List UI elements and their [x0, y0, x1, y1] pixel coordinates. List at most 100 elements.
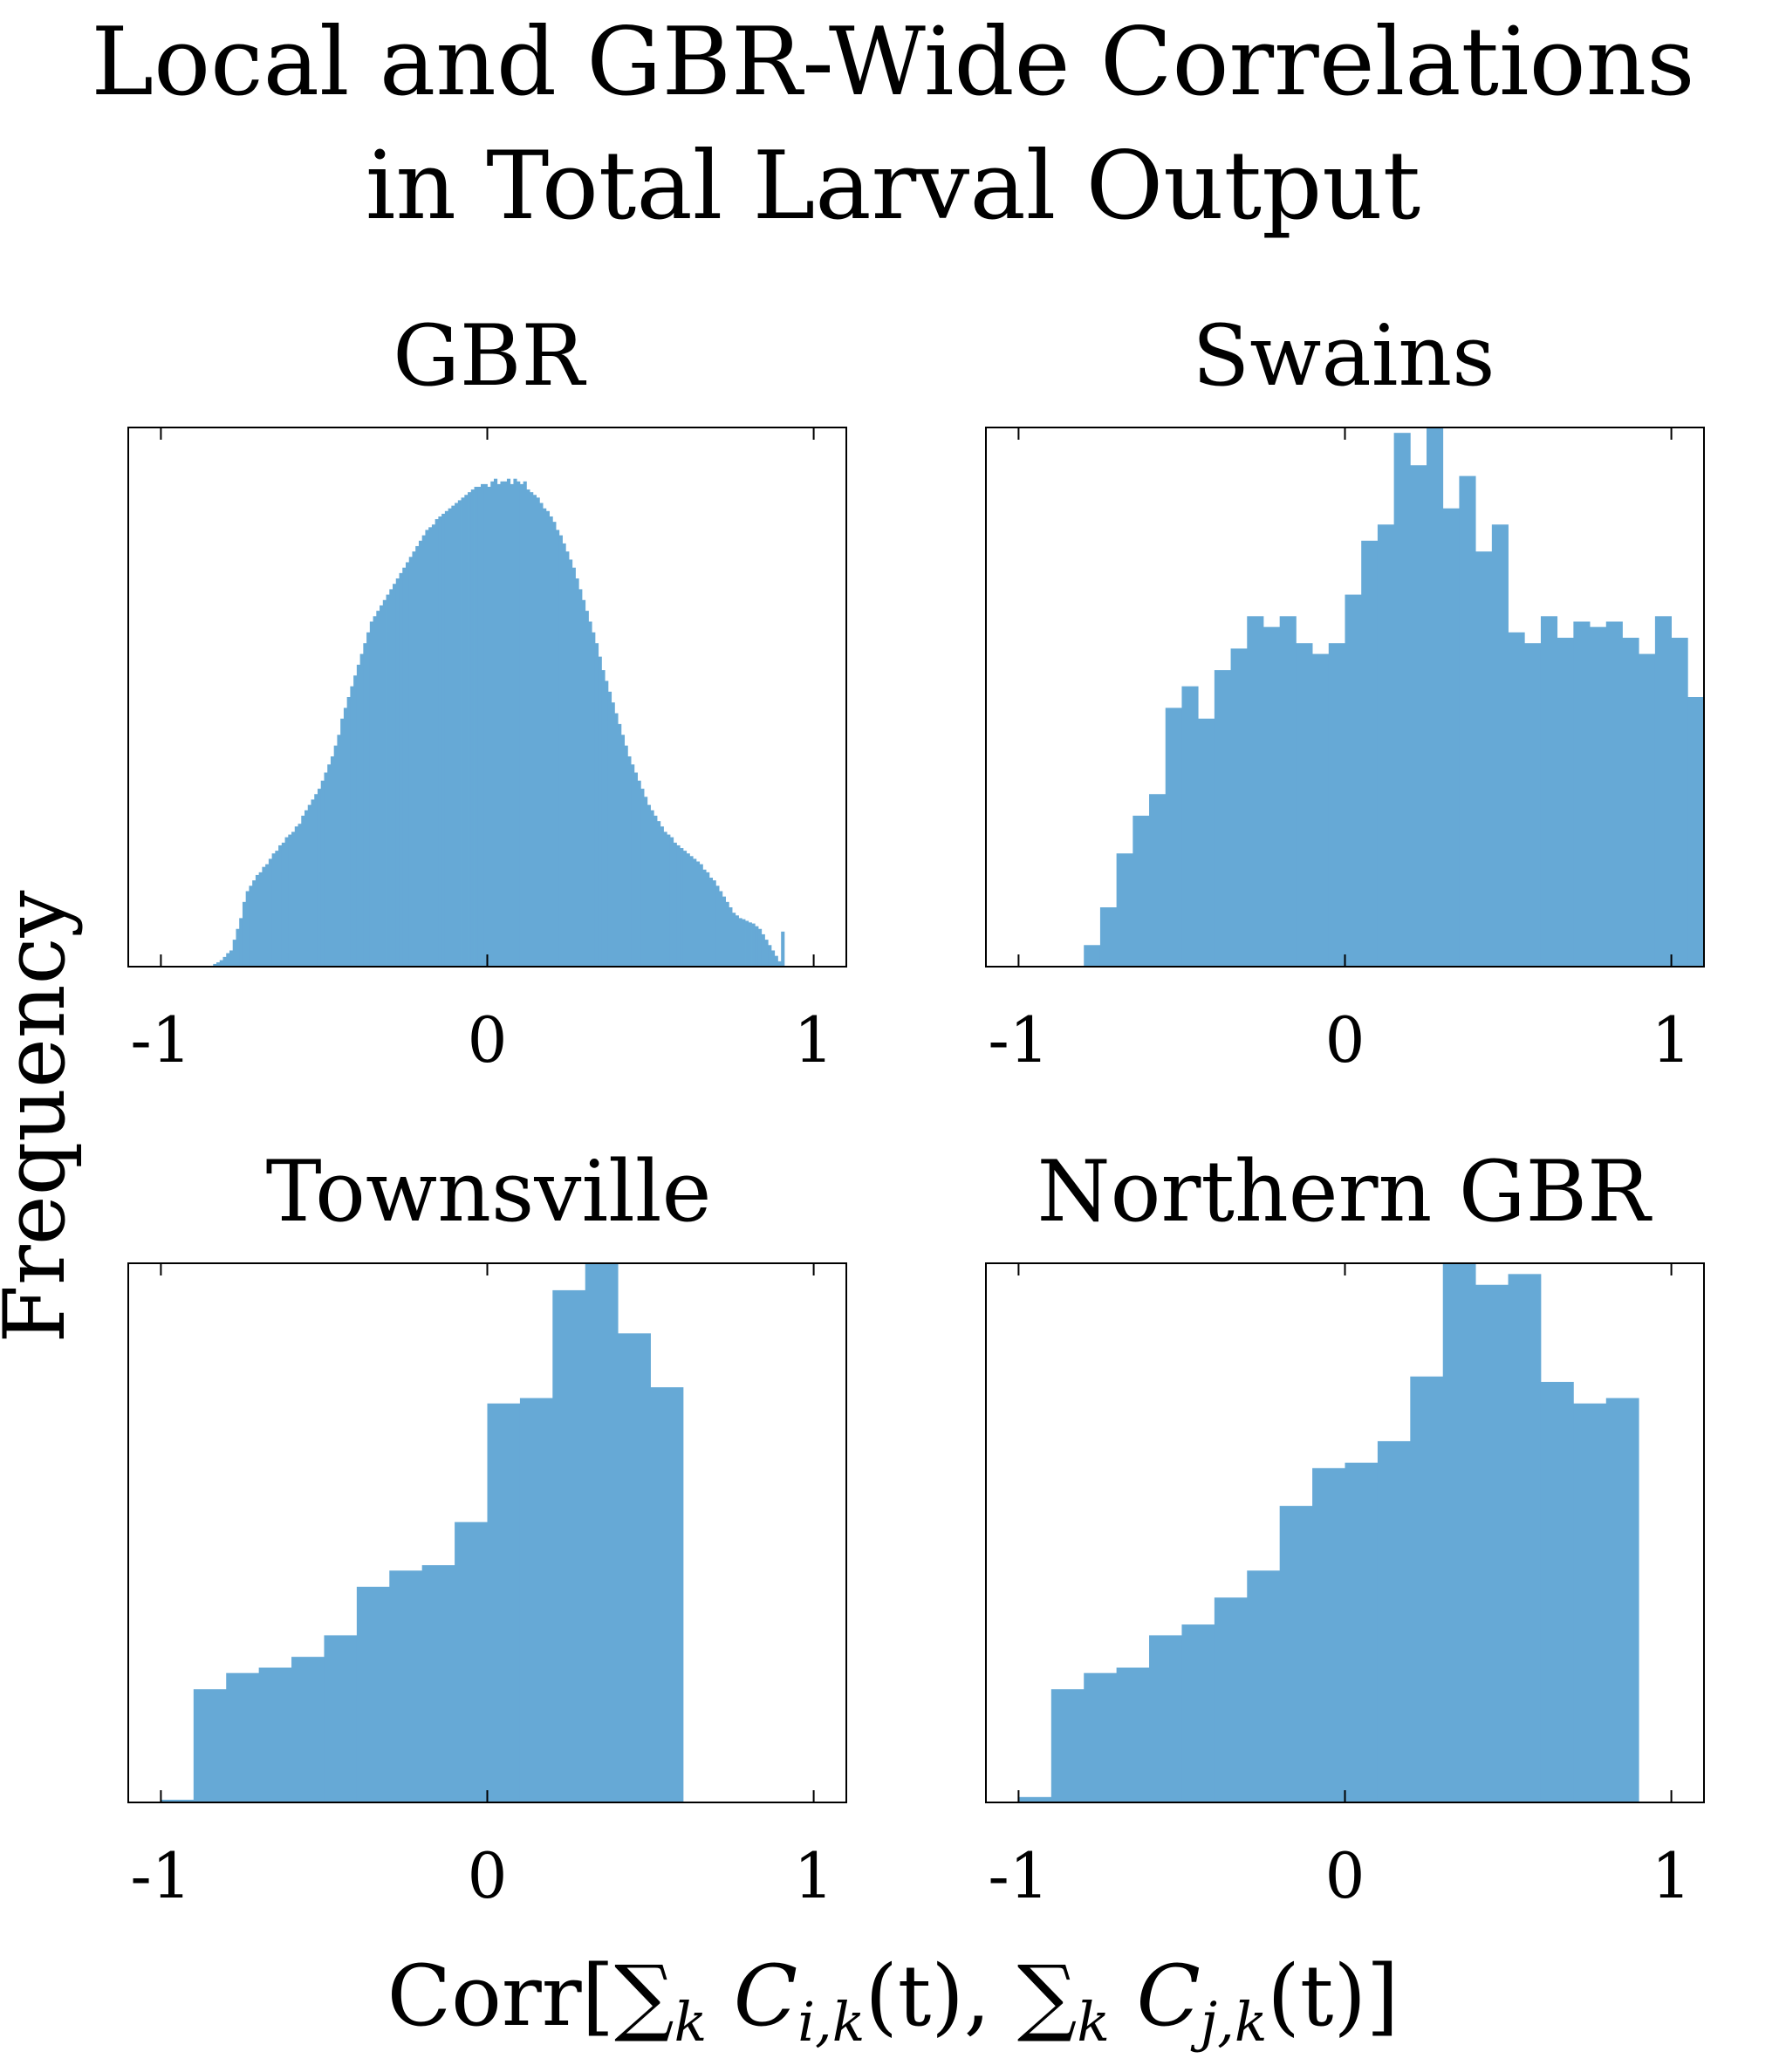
x-tick-label: 0 [1324, 1839, 1365, 1912]
histogram-bar [464, 495, 469, 967]
histogram-bar [271, 853, 276, 967]
histogram-bar [1214, 670, 1231, 967]
histogram-bar [1427, 427, 1444, 967]
x-tick-label: 0 [1324, 1003, 1365, 1077]
histogram-bar [451, 505, 455, 967]
histogram-bar [1377, 524, 1395, 967]
histogram-bar [1050, 1689, 1085, 1802]
histogram-bar [618, 723, 622, 967]
x-label-subscript-2: j,k [1200, 1990, 1268, 2054]
histogram-bar [1605, 621, 1623, 967]
histogram-bar [725, 901, 729, 967]
x-label-term-1: C [733, 1947, 798, 2045]
histogram-bar [1116, 1667, 1150, 1802]
histogram-bar [748, 922, 752, 967]
histogram-bar [761, 933, 765, 967]
figure-title-line-2: in Total Larval Output [365, 132, 1421, 241]
x-label-sub-1: k [674, 1990, 708, 2054]
histogram-bar [330, 756, 335, 967]
histogram-bar [412, 551, 416, 967]
histogram-bar [258, 872, 263, 967]
histogram-bar [350, 686, 354, 967]
histogram-bar [382, 599, 387, 967]
histogram-bar [1181, 1624, 1215, 1802]
x-tick-label: 0 [467, 1003, 508, 1077]
histogram-bar [770, 950, 776, 967]
histogram-bar [1279, 616, 1297, 967]
x-tick-label: 0 [467, 1839, 508, 1912]
histogram-bar [618, 1333, 651, 1802]
histogram-bar [496, 483, 501, 967]
histogram-bar [275, 851, 279, 967]
histogram-bar [1133, 815, 1150, 967]
histogram-bar [340, 718, 345, 967]
histogram-bar [1084, 1672, 1118, 1802]
histogram-bar [1491, 524, 1509, 967]
histogram-bar [262, 866, 266, 967]
histogram-bar [444, 510, 449, 967]
histogram-bar [1149, 794, 1167, 967]
histogram-bar [706, 872, 710, 967]
histogram-bar [1671, 638, 1688, 967]
histogram-bar [395, 578, 400, 967]
histogram-bar [592, 632, 596, 967]
histogram-bar [530, 492, 534, 967]
panel-swains [985, 427, 1705, 968]
histogram-bar [448, 508, 452, 967]
histogram-bar [689, 856, 694, 967]
histogram-bar [353, 675, 358, 967]
histogram-bar [774, 955, 778, 967]
histogram-bar [461, 497, 465, 967]
histogram-bar [229, 950, 234, 967]
histogram-bar [438, 516, 442, 967]
histogram-bar [421, 535, 426, 967]
x-label-sum-1: ∑ [614, 1947, 674, 2045]
histogram-bar [663, 831, 667, 967]
histogram-bar [366, 632, 371, 967]
panel-title-gbr: GBR [393, 307, 585, 405]
histogram-bar [506, 478, 511, 967]
x-tick-label: 1 [1651, 1839, 1692, 1912]
histogram-bar [578, 589, 583, 967]
histogram-bar [1230, 648, 1248, 967]
x-label-arg-2: (t)] [1267, 1947, 1399, 2045]
histogram-bar [510, 483, 514, 967]
histogram-bar [265, 864, 270, 967]
histogram-bar [268, 858, 272, 967]
x-label-subscript-1: i,k [797, 1990, 866, 2054]
histogram-bar [755, 926, 759, 967]
histogram-bar [474, 486, 478, 967]
histogram-bar [1410, 465, 1427, 967]
histogram-bar [745, 920, 749, 967]
histogram-bar [1590, 626, 1607, 967]
histogram-bar [457, 500, 462, 967]
histogram-bar [1573, 621, 1591, 967]
histogram-bar [631, 764, 635, 967]
x-tick-label: -1 [988, 1003, 1050, 1077]
y-axis-label: Frequency [0, 890, 84, 1344]
histogram-bar [669, 837, 674, 967]
panel-title-townsville: Townsville [265, 1143, 712, 1241]
histogram-bar [719, 891, 723, 967]
histogram-bar [732, 913, 736, 967]
histogram-bar [1475, 1284, 1509, 1802]
histogram-bar [1573, 1403, 1607, 1802]
histogram-bar [356, 1586, 390, 1802]
histogram-bar [255, 874, 260, 967]
histogram-bar [742, 919, 746, 967]
histogram-bar [1345, 1462, 1379, 1802]
histogram-bar [653, 815, 658, 967]
histogram-bar [239, 918, 243, 967]
histogram-bar [483, 483, 488, 967]
histogram-bar [242, 901, 247, 967]
histogram-bar [291, 831, 296, 967]
histogram-bar [301, 815, 305, 967]
histogram-bar [1605, 1398, 1639, 1802]
histogram-bar [1149, 1635, 1182, 1802]
histogram-bar [320, 780, 325, 967]
histogram-bar [346, 697, 351, 967]
histogram-bar [556, 530, 560, 967]
panel-gbr [127, 427, 847, 968]
x-tick-label: -1 [988, 1839, 1050, 1912]
